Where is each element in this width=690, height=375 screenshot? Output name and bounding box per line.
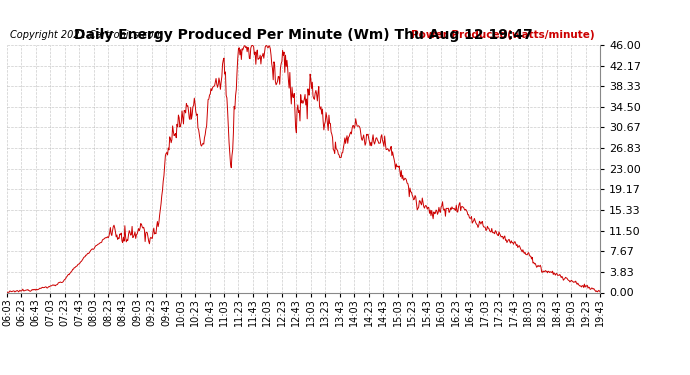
Title: Daily Energy Produced Per Minute (Wm) Thu Aug 12 19:47: Daily Energy Produced Per Minute (Wm) Th… xyxy=(75,28,533,42)
Text: Copyright 2021 Cartronics.com: Copyright 2021 Cartronics.com xyxy=(10,30,163,40)
Text: Power Produced(watts/minute): Power Produced(watts/minute) xyxy=(411,30,594,40)
